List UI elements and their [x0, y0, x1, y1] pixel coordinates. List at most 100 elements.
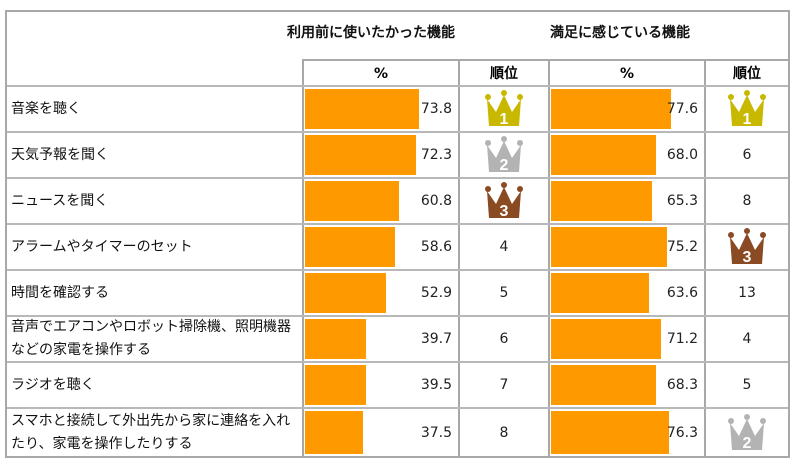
row-label: 音楽を聴く: [11, 100, 81, 117]
before-bar: [305, 181, 399, 221]
ranking-table: 利用前に使いたかった機能 満足に感じている機能 % 順位 % 順位 音楽を聴く …: [5, 10, 790, 458]
table-row: 音楽を聴く 73.8 1 77.6 1: [7, 85, 788, 131]
table-row: 時間を確認する 52.9 5 63.6 13: [7, 269, 788, 315]
crown-rank-3-icon: 3: [485, 182, 523, 220]
satisfied-pct-value: 63.6: [666, 285, 698, 301]
svg-text:3: 3: [743, 249, 752, 266]
table-row: 天気予報を聞く 72.3 2 68.0 6: [7, 131, 788, 177]
satisfied-pct-cell: 71.2: [548, 317, 704, 361]
crown-rank-2-icon: 2: [485, 136, 523, 174]
before-pct-value: 72.3: [420, 147, 452, 163]
table-row: ラジオを聴く 39.5 7 68.3 5: [7, 361, 788, 407]
rank-value: 6: [742, 147, 752, 163]
satisfied-bar: [551, 411, 669, 454]
satisfied-bar: [551, 89, 671, 129]
satisfied-pct-cell: 75.2: [548, 225, 704, 269]
before-rank-cell: 4: [458, 225, 548, 269]
svg-text:2: 2: [500, 157, 509, 174]
before-rank-cell: 7: [458, 363, 548, 407]
row-label: アラームやタイマーのセット: [11, 238, 193, 255]
satisfied-pct-cell: 68.0: [548, 133, 704, 177]
before-bar: [305, 89, 419, 129]
satisfied-bar: [551, 227, 667, 267]
table-row: スマホと接続して外出先から家に連絡を入れたり、家電を操作したりする 37.5 8…: [7, 407, 788, 456]
before-pct-cell: 37.5: [302, 409, 458, 456]
rank-value: 6: [499, 331, 509, 347]
satisfied-bar: [551, 135, 656, 175]
before-pct-value: 73.8: [420, 101, 452, 117]
rank-value: 13: [738, 285, 756, 301]
before-rank-cell: 6: [458, 317, 548, 361]
before-bar: [305, 319, 367, 359]
before-pct-cell: 39.5: [302, 363, 458, 407]
subheader-satisfied-rank: 順位: [704, 59, 788, 87]
rank-value: 4: [499, 239, 509, 255]
satisfied-rank-cell: 1: [704, 87, 788, 131]
table-row: アラームやタイマーのセット 58.6 4 75.2 3: [7, 223, 788, 269]
satisfied-pct-value: 75.2: [666, 239, 698, 255]
subheader-before-rank: 順位: [458, 59, 548, 87]
rank-value: 5: [499, 285, 509, 301]
before-pct-value: 52.9: [420, 285, 452, 301]
satisfied-pct-value: 65.3: [666, 193, 698, 209]
rank-value: 8: [742, 193, 752, 209]
crown-rank-3-icon: 3: [728, 228, 766, 266]
table-row: 音声でエアコンやロボット掃除機、照明機器などの家電を操作する 39.7 6 71…: [7, 315, 788, 361]
group-header-satisfied: 満足に感じている機能: [550, 25, 690, 41]
before-pct-value: 39.5: [420, 377, 452, 393]
satisfied-pct-value: 68.3: [666, 377, 698, 393]
row-label: 音声でエアコンやロボット掃除機、照明機器などの家電を操作する: [11, 319, 291, 358]
satisfied-pct-cell: 68.3: [548, 363, 704, 407]
satisfied-pct-cell: 76.3: [548, 409, 704, 456]
before-rank-cell: 8: [458, 409, 548, 456]
before-pct-cell: 58.6: [302, 225, 458, 269]
satisfied-bar: [551, 181, 652, 221]
satisfied-pct-cell: 77.6: [548, 87, 704, 131]
before-bar: [305, 411, 363, 454]
satisfied-rank-cell: 8: [704, 179, 788, 223]
before-pct-cell: 39.7: [302, 317, 458, 361]
before-rank-cell: 1: [458, 87, 548, 131]
satisfied-bar: [551, 365, 657, 405]
table-row: ニュースを聞く 60.8 3 65.3 8: [7, 177, 788, 223]
satisfied-rank-cell: 3: [704, 225, 788, 269]
row-label: スマホと接続して外出先から家に連絡を入れたり、家電を操作したりする: [11, 412, 291, 452]
svg-text:1: 1: [500, 111, 509, 128]
group-header-before: 利用前に使いたかった機能: [287, 25, 455, 41]
before-pct-cell: 73.8: [302, 87, 458, 131]
before-bar: [305, 227, 396, 267]
crown-rank-1-icon: 1: [485, 90, 523, 128]
satisfied-rank-cell: 13: [704, 271, 788, 315]
before-bar: [305, 135, 417, 175]
crown-rank-1-icon: 1: [728, 90, 766, 128]
subheader-satisfied-pct: %: [548, 59, 704, 87]
satisfied-rank-cell: 6: [704, 133, 788, 177]
before-pct-value: 58.6: [420, 239, 452, 255]
satisfied-pct-value: 76.3: [666, 424, 698, 441]
before-rank-cell: 2: [458, 133, 548, 177]
satisfied-pct-value: 68.0: [666, 147, 698, 163]
svg-text:1: 1: [743, 111, 752, 128]
satisfied-pct-cell: 65.3: [548, 179, 704, 223]
rank-value: 5: [742, 377, 752, 393]
satisfied-pct-value: 71.2: [666, 331, 698, 347]
before-pct-cell: 60.8: [302, 179, 458, 223]
before-pct-cell: 72.3: [302, 133, 458, 177]
satisfied-rank-cell: 4: [704, 317, 788, 361]
satisfied-pct-value: 77.6: [666, 101, 698, 117]
before-rank-cell: 3: [458, 179, 548, 223]
rank-value: 8: [499, 424, 509, 441]
satisfied-pct-cell: 63.6: [548, 271, 704, 315]
satisfied-rank-cell: 5: [704, 363, 788, 407]
satisfied-bar: [551, 273, 649, 313]
before-pct-value: 37.5: [420, 424, 452, 441]
before-pct-value: 60.8: [420, 193, 452, 209]
svg-text:3: 3: [500, 203, 509, 220]
row-label: 時間を確認する: [11, 284, 109, 301]
svg-text:2: 2: [743, 435, 752, 452]
before-pct-value: 39.7: [420, 331, 452, 347]
crown-rank-2-icon: 2: [728, 413, 766, 452]
row-label: 天気予報を聞く: [11, 146, 109, 163]
before-rank-cell: 5: [458, 271, 548, 315]
before-bar: [305, 273, 387, 313]
